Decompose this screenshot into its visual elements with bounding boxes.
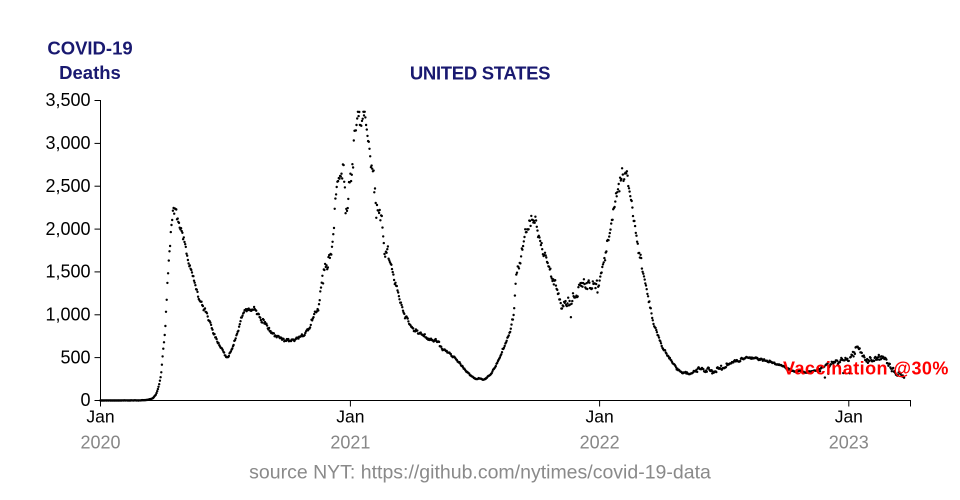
svg-text:source NYT: https://github.com: source NYT: https://github.com/nytimes/c…	[249, 462, 711, 484]
svg-text:1,500: 1,500	[45, 262, 90, 282]
svg-text:0: 0	[80, 390, 90, 410]
svg-text:2,000: 2,000	[45, 219, 90, 239]
svg-text:2,500: 2,500	[45, 176, 90, 196]
svg-text:Deaths: Deaths	[59, 62, 121, 83]
svg-text:UNITED STATES: UNITED STATES	[410, 63, 550, 84]
svg-text:Jan: Jan	[86, 406, 114, 426]
svg-text:COVID-19: COVID-19	[47, 38, 132, 59]
svg-text:3,000: 3,000	[45, 133, 90, 153]
svg-text:2023: 2023	[829, 433, 869, 453]
svg-text:2021: 2021	[330, 433, 370, 453]
svg-text:2022: 2022	[580, 433, 620, 453]
svg-text:Jan: Jan	[336, 406, 364, 426]
svg-text:2020: 2020	[80, 433, 120, 453]
svg-text:Vaccination @30%: Vaccination @30%	[783, 359, 949, 379]
svg-text:1,000: 1,000	[45, 305, 90, 325]
svg-text:500: 500	[60, 347, 90, 367]
svg-text:3,500: 3,500	[45, 90, 90, 110]
svg-text:Jan: Jan	[585, 406, 613, 426]
svg-text:Jan: Jan	[835, 406, 863, 426]
